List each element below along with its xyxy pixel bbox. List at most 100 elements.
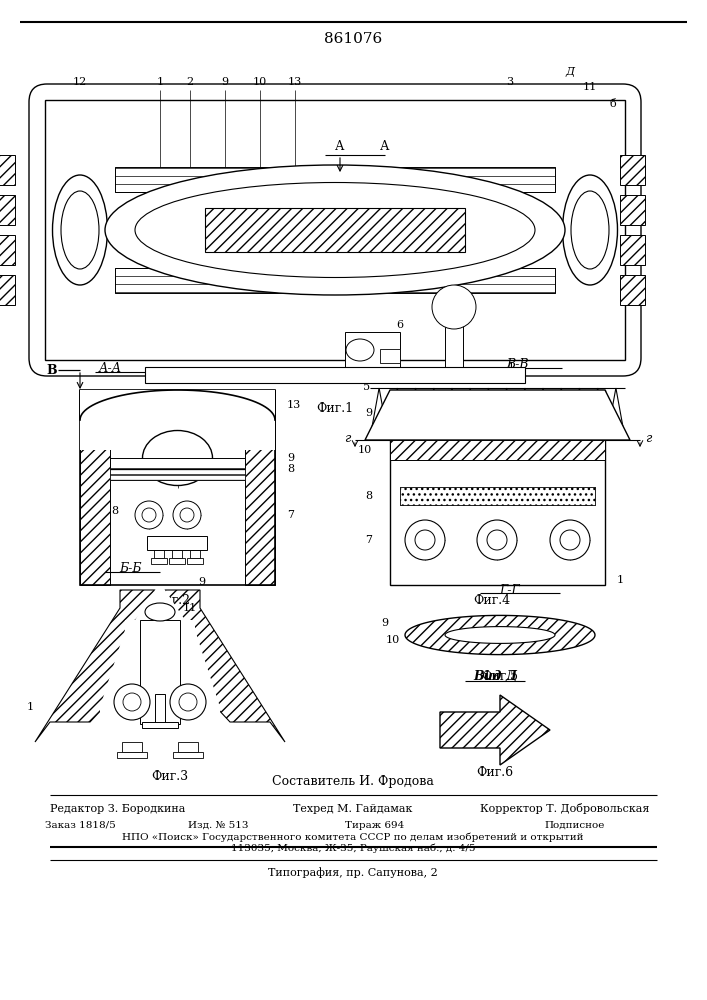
Bar: [147, 536, 207, 550]
Bar: [400, 487, 595, 505]
Text: А: А: [335, 139, 345, 152]
Ellipse shape: [61, 191, 99, 269]
Bar: [80, 390, 275, 585]
Circle shape: [550, 520, 590, 560]
Bar: [169, 558, 185, 564]
Text: 6: 6: [397, 320, 404, 330]
Text: А-А: А-А: [98, 361, 122, 374]
Polygon shape: [405, 615, 595, 655]
Text: В: В: [47, 363, 57, 376]
Polygon shape: [100, 590, 220, 722]
Polygon shape: [445, 627, 555, 643]
Text: Вид Д: Вид Д: [473, 670, 517, 684]
Bar: [172, 550, 182, 558]
Text: Техред М. Гайдамак: Техред М. Гайдамак: [293, 804, 413, 814]
Bar: [205, 208, 465, 252]
Text: Фиг.1: Фиг.1: [317, 401, 354, 414]
Text: 13: 13: [287, 400, 301, 410]
Text: Фиг.2: Фиг.2: [153, 594, 190, 607]
Circle shape: [405, 520, 445, 560]
Text: Д: Д: [566, 67, 575, 77]
Text: А: А: [380, 139, 390, 152]
Circle shape: [180, 508, 194, 522]
Text: 3: 3: [506, 77, 513, 87]
Bar: [140, 620, 180, 724]
Text: Составитель И. Фродова: Составитель И. Фродова: [272, 776, 434, 788]
Text: Корректор Т. Добровольская: Корректор Т. Добровольская: [480, 804, 650, 814]
Polygon shape: [620, 235, 645, 265]
Text: б: б: [609, 99, 617, 109]
Ellipse shape: [52, 175, 107, 285]
Text: 9: 9: [365, 408, 372, 418]
Bar: [142, 722, 178, 728]
Bar: [173, 752, 203, 758]
Bar: [45, 100, 625, 360]
Polygon shape: [620, 195, 645, 225]
Bar: [187, 558, 203, 564]
Text: В-В: В-В: [506, 359, 528, 371]
Bar: [154, 550, 164, 558]
Text: 7: 7: [287, 510, 294, 520]
Polygon shape: [80, 390, 275, 420]
Text: 8: 8: [365, 491, 372, 501]
Ellipse shape: [571, 191, 609, 269]
Text: 9: 9: [287, 453, 294, 463]
Text: 9: 9: [199, 577, 206, 587]
Text: Изд. № 513: Изд. № 513: [188, 820, 248, 830]
Bar: [117, 752, 147, 758]
Bar: [390, 390, 605, 585]
Polygon shape: [0, 275, 15, 305]
Circle shape: [477, 520, 517, 560]
Text: 8: 8: [287, 464, 294, 474]
Bar: [115, 268, 555, 293]
Text: 13: 13: [288, 77, 302, 87]
Circle shape: [173, 501, 201, 529]
Text: 2: 2: [187, 77, 194, 87]
Text: Тираж 694: Тираж 694: [346, 820, 404, 830]
Circle shape: [487, 530, 507, 550]
Polygon shape: [35, 590, 185, 742]
Circle shape: [142, 508, 156, 522]
Text: 113035, Москва, Ж-35, Раушская наб., д. 4/5: 113035, Москва, Ж-35, Раушская наб., д. …: [230, 843, 475, 853]
Text: 10: 10: [358, 445, 372, 455]
Circle shape: [415, 530, 435, 550]
Text: 11: 11: [183, 603, 197, 613]
Text: Фиг.6: Фиг.6: [477, 766, 513, 780]
Text: Фиг.3: Фиг.3: [151, 770, 189, 782]
Text: г: г: [645, 432, 651, 444]
Text: Б-Б: Б-Б: [119, 562, 141, 574]
Ellipse shape: [105, 165, 565, 295]
Bar: [155, 694, 165, 724]
Circle shape: [170, 684, 206, 720]
Ellipse shape: [143, 430, 213, 486]
Ellipse shape: [135, 182, 535, 277]
Bar: [122, 742, 142, 752]
FancyBboxPatch shape: [29, 84, 641, 376]
Text: 1: 1: [617, 575, 624, 585]
Bar: [178, 742, 198, 752]
Text: Фиг.5: Фиг.5: [481, 670, 518, 684]
Bar: [190, 550, 200, 558]
Polygon shape: [0, 155, 15, 185]
Text: 10: 10: [253, 77, 267, 87]
Text: Редактор З. Бородкина: Редактор З. Бородкина: [50, 804, 186, 814]
Circle shape: [560, 530, 580, 550]
Bar: [390, 440, 605, 460]
Polygon shape: [80, 390, 110, 585]
Text: 1: 1: [156, 77, 163, 87]
Polygon shape: [620, 275, 645, 305]
Bar: [110, 458, 245, 480]
Text: 7: 7: [365, 535, 372, 545]
Text: 1: 1: [26, 702, 33, 712]
Ellipse shape: [563, 175, 617, 285]
Text: а: а: [327, 217, 333, 227]
Bar: [115, 167, 555, 192]
Text: 4: 4: [506, 362, 513, 372]
Text: 9: 9: [382, 618, 389, 628]
Text: 11: 11: [583, 82, 597, 92]
FancyBboxPatch shape: [80, 390, 275, 450]
Text: г: г: [344, 432, 350, 444]
Text: Подписное: Подписное: [545, 820, 605, 830]
Circle shape: [114, 684, 150, 720]
Polygon shape: [0, 235, 15, 265]
